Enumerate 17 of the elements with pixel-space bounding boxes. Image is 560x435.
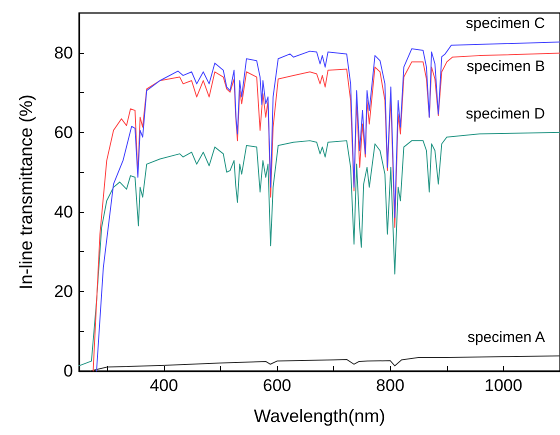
line-series <box>78 132 560 366</box>
series-label: specimen D <box>466 105 546 122</box>
x-tick-label: 800 <box>376 376 404 395</box>
y-tick-label: 60 <box>54 122 73 142</box>
y-tick-label: 40 <box>54 202 73 222</box>
x-tick-label: 600 <box>262 376 292 395</box>
y-tick-label: 20 <box>54 282 73 301</box>
x-axis-title: Wavelength(nm) <box>254 406 386 426</box>
y-axis-title: In-line transmittance (%) <box>16 94 36 290</box>
x-tick-label: 1000 <box>484 376 522 395</box>
series-label: specimen B <box>466 58 545 76</box>
series-label: specimen A <box>467 328 545 346</box>
line-series <box>90 355 560 372</box>
y-tick-label: 80 <box>54 43 73 62</box>
series-label: specimen C <box>466 15 546 32</box>
x-tick-label: 400 <box>150 376 178 395</box>
y-tick-label: 0 <box>64 362 73 380</box>
